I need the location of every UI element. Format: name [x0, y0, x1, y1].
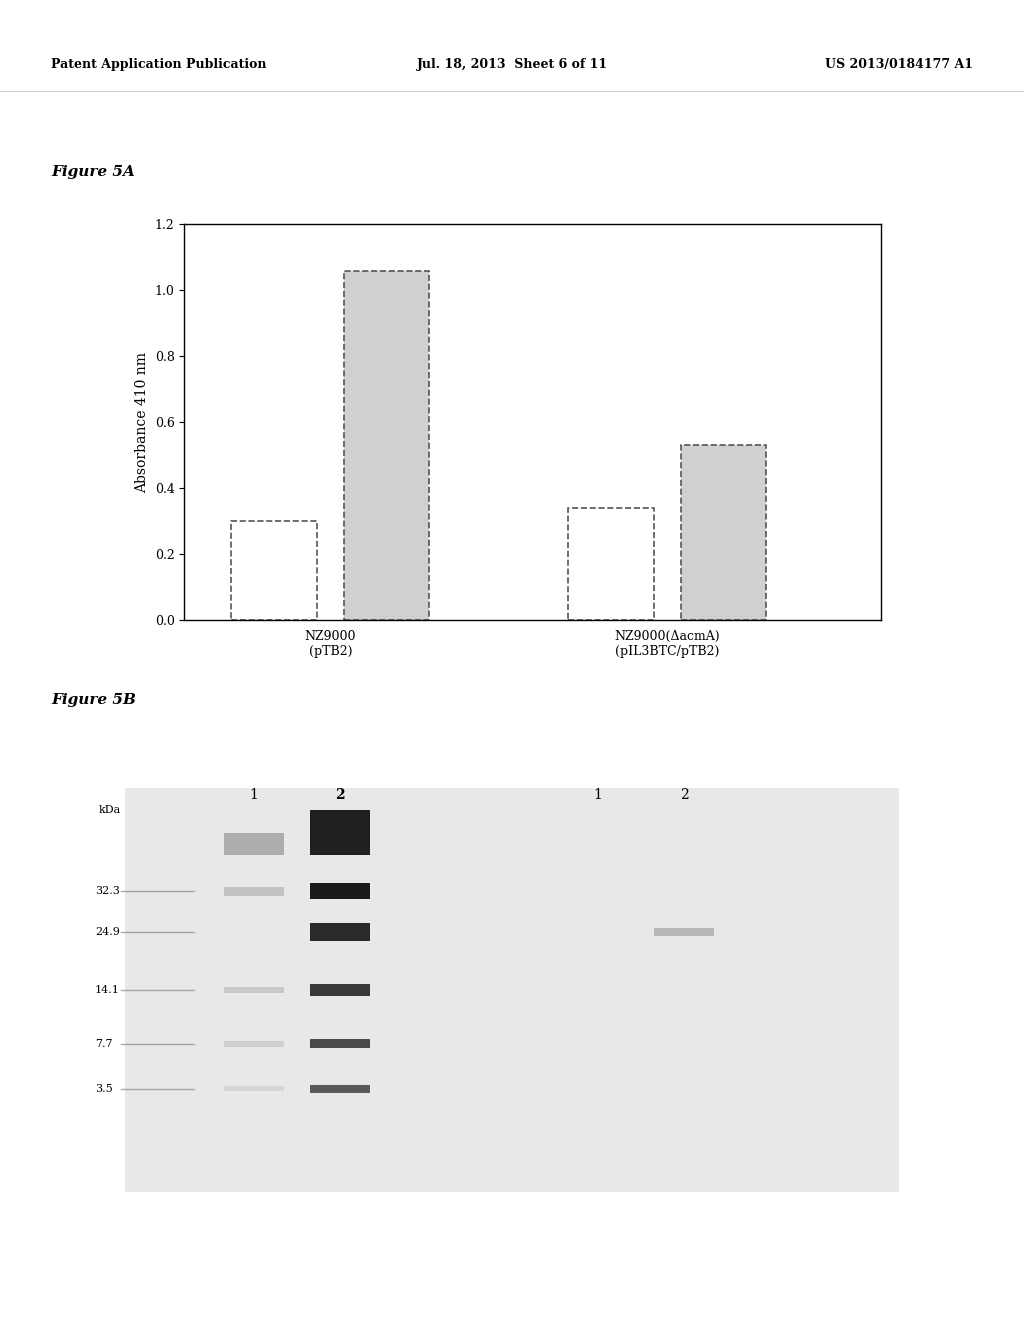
Bar: [231, 521, 316, 620]
Bar: [224, 833, 284, 855]
Bar: [310, 985, 370, 995]
Text: Patent Application Publication: Patent Application Publication: [51, 58, 266, 71]
Bar: [310, 883, 370, 899]
Text: 7.7: 7.7: [95, 1039, 113, 1049]
Y-axis label: Absorbance 410 nm: Absorbance 410 nm: [135, 352, 150, 492]
Text: 2: 2: [335, 788, 345, 801]
Bar: [310, 1039, 370, 1048]
Text: 3.5: 3.5: [95, 1084, 113, 1094]
Bar: [568, 508, 653, 620]
Text: 1: 1: [250, 788, 258, 801]
Bar: [224, 1041, 284, 1047]
Text: 14.1: 14.1: [95, 985, 120, 995]
Text: 32.3: 32.3: [95, 886, 120, 896]
Text: 1: 1: [594, 788, 602, 801]
Text: kDa: kDa: [99, 805, 122, 816]
Text: 24.9: 24.9: [95, 927, 120, 937]
Bar: [654, 928, 714, 936]
Text: Figure 5A: Figure 5A: [51, 165, 135, 178]
Bar: [224, 887, 284, 896]
Bar: [224, 1086, 284, 1090]
Text: Figure 5B: Figure 5B: [51, 693, 136, 706]
Bar: [224, 986, 284, 994]
Bar: [310, 923, 370, 941]
Text: Jul. 18, 2013  Sheet 6 of 11: Jul. 18, 2013 Sheet 6 of 11: [417, 58, 607, 71]
Bar: [310, 1085, 370, 1093]
Bar: [344, 271, 429, 620]
Bar: [310, 810, 370, 855]
Text: 2: 2: [680, 788, 688, 801]
Bar: [681, 445, 766, 620]
Text: US 2013/0184177 A1: US 2013/0184177 A1: [824, 58, 973, 71]
